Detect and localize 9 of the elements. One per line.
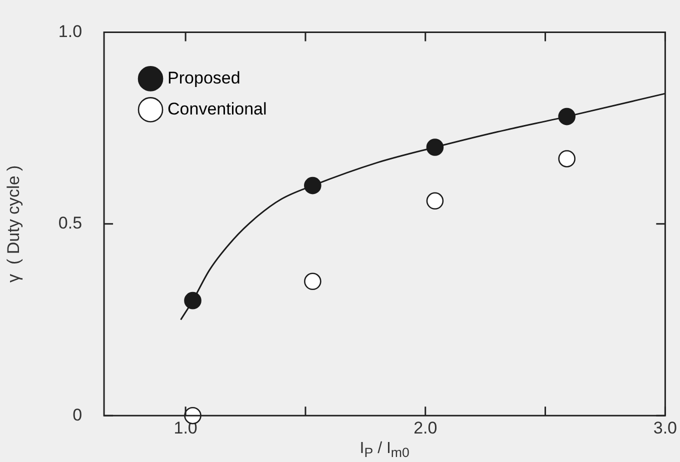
- legend-label: Proposed: [168, 68, 240, 88]
- x-tick-label: 2.0: [414, 418, 438, 438]
- legend-label: Conventional: [168, 99, 267, 118]
- y-axis-title: γ ( Duty cycle ): [4, 165, 23, 282]
- x-axis-title: I$_{P}$ / I$_{m0}$: [360, 440, 410, 460]
- x-tick-label: 3.0: [653, 418, 678, 438]
- y-tick-label: 1.0: [58, 22, 82, 41]
- y-tick-label: 0: [72, 405, 82, 424]
- y-tick-label: 0.5: [58, 214, 82, 233]
